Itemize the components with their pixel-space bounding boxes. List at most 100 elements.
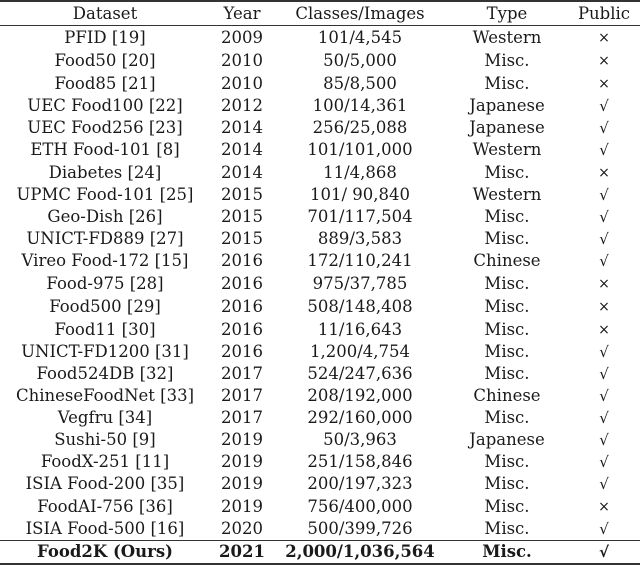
cell-year: 2016 bbox=[221, 251, 263, 270]
cell-type: Misc. bbox=[484, 364, 530, 383]
cell-year: 2016 bbox=[221, 296, 263, 316]
cell-year: 2019 bbox=[221, 474, 263, 493]
cell-public: √ bbox=[568, 518, 640, 541]
cell-public: × bbox=[568, 26, 640, 50]
cell-type: Misc. bbox=[484, 73, 530, 93]
check-icon: √ bbox=[599, 387, 609, 405]
cross-icon: × bbox=[598, 276, 610, 292]
cell-classes-images: 208/192,000 bbox=[307, 386, 413, 405]
cell-type: Western bbox=[472, 140, 542, 159]
cell-dataset: Geo-Dish [26] bbox=[47, 207, 163, 226]
cell-dataset: FoodAI-756 [36] bbox=[37, 496, 173, 516]
cell-classes-images: 889/3,583 bbox=[317, 229, 403, 248]
cell-dataset: UNICT-FD1200 [31] bbox=[21, 342, 189, 361]
cell-public: √ bbox=[568, 206, 640, 228]
cell-public: × bbox=[568, 72, 640, 95]
cross-icon: × bbox=[598, 76, 610, 92]
cell-public: × bbox=[568, 49, 640, 72]
cell-dataset: UNICT-FD889 [27] bbox=[26, 229, 184, 248]
cell-classes-images: 2,000/1,036,564 bbox=[285, 542, 435, 561]
check-icon: √ bbox=[599, 141, 609, 159]
cell-type: Misc. bbox=[484, 229, 530, 248]
cell-dataset: Sushi-50 [9] bbox=[54, 430, 156, 449]
cell-classes-images: 50/5,000 bbox=[323, 50, 397, 70]
cell-classes-images: 100/14,361 bbox=[312, 96, 408, 115]
table-row: Food-975 [28] 2016 975/37,785 Misc. × bbox=[0, 272, 640, 295]
table-row: FoodAI-756 [36] 2019 756/400,000 Misc. × bbox=[0, 495, 640, 518]
cell-public: × bbox=[568, 161, 640, 184]
cell-dataset: UPMC Food-101 [25] bbox=[16, 185, 194, 204]
table-body: PFID [19] 2009 101/4,545 Western × Food50 [20… bbox=[0, 26, 640, 564]
cell-dataset: Food-975 [28] bbox=[46, 273, 164, 293]
cell-year: 2014 bbox=[221, 162, 263, 182]
cell-public: √ bbox=[568, 385, 640, 407]
cell-classes-images: 701/117,504 bbox=[307, 207, 413, 226]
cell-dataset: ChineseFoodNet [33] bbox=[15, 386, 195, 405]
cell-classes-images: 200/197,323 bbox=[307, 474, 413, 493]
cell-year: 2017 bbox=[221, 408, 263, 427]
cell-public: √ bbox=[568, 228, 640, 250]
cell-type: Misc. bbox=[484, 474, 530, 493]
cell-classes-images: 508/148,408 bbox=[307, 296, 413, 316]
cross-icon: × bbox=[598, 30, 610, 46]
cross-icon: × bbox=[598, 165, 610, 181]
cell-year: 2020 bbox=[221, 519, 263, 538]
check-icon: √ bbox=[598, 543, 609, 561]
cell-dataset: UEC Food256 [23] bbox=[27, 118, 183, 137]
table-header-row: Dataset Year Classes/Images Type Public bbox=[0, 1, 640, 26]
cell-public: × bbox=[568, 295, 640, 318]
cell-year: 2015 bbox=[221, 207, 263, 226]
cell-classes-images: 524/247,636 bbox=[307, 364, 413, 383]
cell-type: Misc. bbox=[482, 542, 532, 561]
cell-dataset: FoodX-251 [11] bbox=[40, 452, 170, 471]
cell-classes-images: 756/400,000 bbox=[307, 496, 413, 516]
cell-public: × bbox=[568, 318, 640, 341]
cell-classes-images: 256/25,088 bbox=[312, 118, 408, 137]
table-row: PFID [19] 2009 101/4,545 Western × bbox=[0, 26, 640, 50]
cell-classes-images: 101/101,000 bbox=[307, 140, 413, 159]
table-row: UNICT-FD1200 [31] 2016 1,200/4,754 Misc. √ bbox=[0, 341, 640, 363]
table-row: Sushi-50 [9] 2019 50/3,963 Japanese √ bbox=[0, 429, 640, 451]
cell-public: √ bbox=[568, 117, 640, 139]
cell-dataset: ETH Food-101 [8] bbox=[30, 140, 180, 159]
table-row: Food500 [29] 2016 508/148,408 Misc. × bbox=[0, 295, 640, 318]
cross-icon: × bbox=[598, 299, 610, 315]
cross-icon: × bbox=[598, 499, 610, 515]
table-row: Food85 [21] 2010 85/8,500 Misc. × bbox=[0, 72, 640, 95]
cell-type: Misc. bbox=[484, 408, 530, 427]
cell-year: 2012 bbox=[221, 96, 263, 115]
table-row: Diabetes [24] 2014 11/4,868 Misc. × bbox=[0, 161, 640, 184]
cell-year: 2019 bbox=[221, 430, 263, 449]
header-type: Type bbox=[486, 3, 528, 23]
cell-dataset: ISIA Food-200 [35] bbox=[25, 474, 185, 493]
check-icon: √ bbox=[599, 208, 609, 226]
check-icon: √ bbox=[599, 186, 609, 204]
cell-type: Misc. bbox=[484, 342, 530, 361]
cell-type: Western bbox=[472, 27, 542, 47]
cell-type: Misc. bbox=[484, 496, 530, 516]
cell-year: 2017 bbox=[221, 386, 263, 405]
cell-public: √ bbox=[568, 95, 640, 117]
cell-dataset: Food500 [29] bbox=[49, 296, 161, 316]
cell-dataset: Food85 [21] bbox=[54, 73, 156, 93]
cell-public: √ bbox=[568, 184, 640, 206]
check-icon: √ bbox=[599, 431, 609, 449]
check-icon: √ bbox=[599, 343, 609, 361]
cell-type: Japanese bbox=[469, 430, 545, 449]
cell-dataset: Food50 [20] bbox=[54, 50, 156, 70]
table-row: UNICT-FD889 [27] 2015 889/3,583 Misc. √ bbox=[0, 228, 640, 250]
cell-classes-images: 50/3,963 bbox=[323, 430, 397, 449]
cell-type: Western bbox=[472, 185, 542, 204]
check-icon: √ bbox=[599, 520, 609, 538]
cell-year: 2009 bbox=[221, 27, 263, 47]
cell-classes-images: 11/16,643 bbox=[317, 319, 403, 339]
cell-year: 2021 bbox=[219, 542, 265, 561]
cell-year: 2010 bbox=[221, 73, 263, 93]
table-row: FoodX-251 [11] 2019 251/158,846 Misc. √ bbox=[0, 451, 640, 473]
cell-dataset: UEC Food100 [22] bbox=[27, 96, 183, 115]
table-row: ISIA Food-200 [35] 2019 200/197,323 Misc. √ bbox=[0, 473, 640, 495]
cell-year: 2015 bbox=[221, 185, 263, 204]
cell-type: Chinese bbox=[473, 251, 541, 270]
cell-classes-images: 251/158,846 bbox=[307, 452, 413, 471]
